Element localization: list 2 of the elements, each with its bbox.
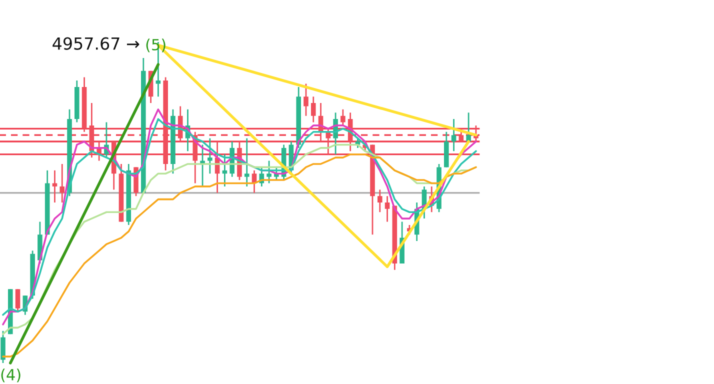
annotation: 4957.67 → <box>52 37 140 50</box>
text: (4) <box>1 368 20 382</box>
